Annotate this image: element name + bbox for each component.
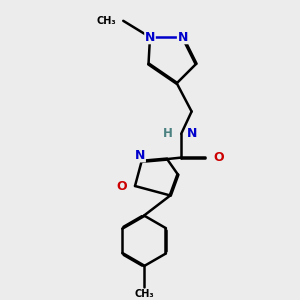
Text: O: O xyxy=(213,151,224,164)
Text: N: N xyxy=(145,31,155,44)
Text: N: N xyxy=(187,127,197,140)
Text: H: H xyxy=(163,127,173,140)
Text: N: N xyxy=(135,149,145,162)
Text: CH₃: CH₃ xyxy=(134,289,154,299)
Text: O: O xyxy=(116,179,127,193)
Text: CH₃: CH₃ xyxy=(96,16,116,26)
Text: N: N xyxy=(178,31,188,44)
